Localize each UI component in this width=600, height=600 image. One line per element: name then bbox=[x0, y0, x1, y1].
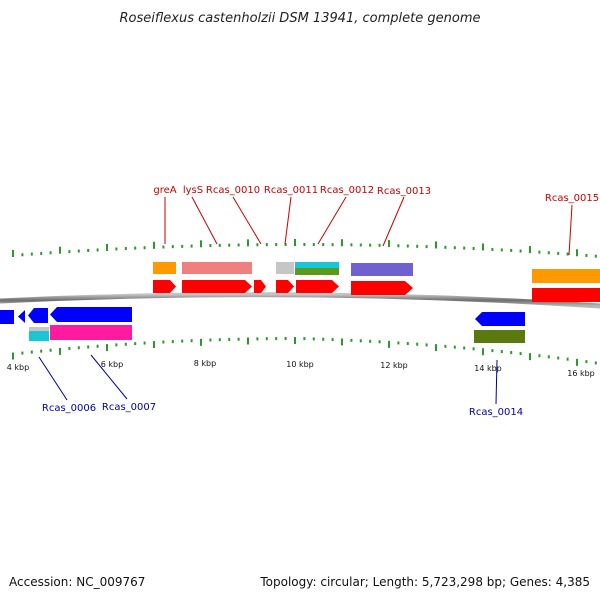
cds-arrow-Rcas_0015[interactable] bbox=[532, 288, 600, 302]
leader-Rcas_0011 bbox=[284, 196, 292, 245]
gene-block-Rcas_0007[interactable] bbox=[50, 325, 132, 340]
gene-block-Rcas_0012-b[interactable] bbox=[295, 268, 339, 275]
scale-label-4kbp: 4 kbp bbox=[7, 363, 29, 372]
gene-block-Rcas_0013[interactable] bbox=[351, 263, 413, 276]
gene-label-Rcas_0010[interactable]: Rcas_0010 bbox=[206, 185, 260, 196]
cds-forward-strand bbox=[153, 280, 600, 302]
cds-arrow-Rcas_0006[interactable] bbox=[28, 308, 48, 323]
label-leader-lines bbox=[38, 196, 573, 405]
cds-arrow-Rcas_0010[interactable] bbox=[254, 280, 266, 293]
cds-arrow-Rcas_0014[interactable] bbox=[475, 312, 525, 326]
scale-label-8kbp: 8 kbp bbox=[194, 359, 216, 368]
cds-arrow-greA[interactable] bbox=[153, 280, 176, 293]
cds-arrow-Rcas_0011[interactable] bbox=[276, 280, 294, 293]
leader-Rcas_0014 bbox=[495, 359, 498, 405]
scale-label-6kbp: 6 kbp bbox=[101, 360, 123, 369]
scale-label-16kbp: 16 kbp bbox=[567, 369, 595, 378]
gene-labels: greA lysS Rcas_0010 Rcas_0011 Rcas_0012 … bbox=[42, 185, 599, 418]
gene-label-greA[interactable]: greA bbox=[153, 185, 176, 196]
scale-label-10kbp: 10 kbp bbox=[286, 360, 314, 369]
leader-Rcas_0012 bbox=[317, 196, 347, 245]
gene-label-Rcas_0007[interactable]: Rcas_0007 bbox=[102, 402, 156, 413]
scale-ticks bbox=[12, 239, 597, 366]
leader-Rcas_0015 bbox=[568, 204, 573, 256]
cds-arrow-Rcas_0013[interactable] bbox=[351, 281, 413, 295]
gene-label-lysS[interactable]: lysS bbox=[183, 185, 203, 196]
gene-label-Rcas_0006[interactable]: Rcas_0006 bbox=[42, 403, 96, 414]
gene-block-Rcas_0012-a[interactable] bbox=[295, 262, 339, 268]
genome-backbone bbox=[0, 292, 600, 309]
gene-block-Rcas_0011[interactable] bbox=[276, 262, 294, 274]
cds-arrow-lysS[interactable] bbox=[182, 280, 252, 293]
cds-arrow-rev-1[interactable] bbox=[0, 310, 14, 324]
gene-label-Rcas_0014[interactable]: Rcas_0014 bbox=[469, 407, 523, 418]
topology-summary: Topology: circular; Length: 5,723,298 bp… bbox=[259, 575, 590, 589]
leader-Rcas_0007 bbox=[90, 354, 128, 400]
cds-arrow-Rcas_0007[interactable] bbox=[50, 307, 132, 322]
accession-text: Accession: NC_009767 bbox=[9, 575, 145, 589]
feature-track-reverse bbox=[29, 325, 525, 343]
leader-lysS bbox=[191, 196, 218, 245]
map-title: Roseiflexus castenholzii DSM 13941, comp… bbox=[120, 11, 481, 26]
leader-Rcas_0013 bbox=[382, 196, 405, 247]
gene-label-Rcas_0013[interactable]: Rcas_0013 bbox=[377, 186, 431, 197]
cds-reverse-strand bbox=[0, 307, 525, 326]
gene-block-Rcas_0006-b[interactable] bbox=[29, 331, 49, 341]
gene-block-Rcas_0015[interactable] bbox=[532, 269, 600, 283]
leader-Rcas_0006 bbox=[38, 356, 68, 401]
gene-block-Rcas_0014[interactable] bbox=[474, 330, 525, 343]
feature-track-forward bbox=[153, 262, 600, 283]
cds-arrow-Rcas_0012[interactable] bbox=[296, 280, 339, 293]
scale-label-14kbp: 14 kbp bbox=[474, 364, 502, 373]
leader-Rcas_0010 bbox=[232, 196, 262, 245]
gene-block-Rcas_0006-a[interactable] bbox=[29, 327, 49, 331]
cds-arrow-rev-2[interactable] bbox=[18, 310, 25, 323]
gene-label-Rcas_0011[interactable]: Rcas_0011 bbox=[264, 185, 318, 196]
gene-block-lysS[interactable] bbox=[182, 262, 252, 274]
scale-labels: 4 kbp 6 kbp 8 kbp 10 kbp 12 kbp 14 kbp 1… bbox=[7, 359, 595, 378]
scale-label-12kbp: 12 kbp bbox=[380, 361, 408, 370]
gene-block-greA[interactable] bbox=[153, 262, 176, 274]
gene-label-Rcas_0015[interactable]: Rcas_0015 bbox=[545, 193, 599, 204]
gene-label-Rcas_0012[interactable]: Rcas_0012 bbox=[320, 185, 374, 196]
